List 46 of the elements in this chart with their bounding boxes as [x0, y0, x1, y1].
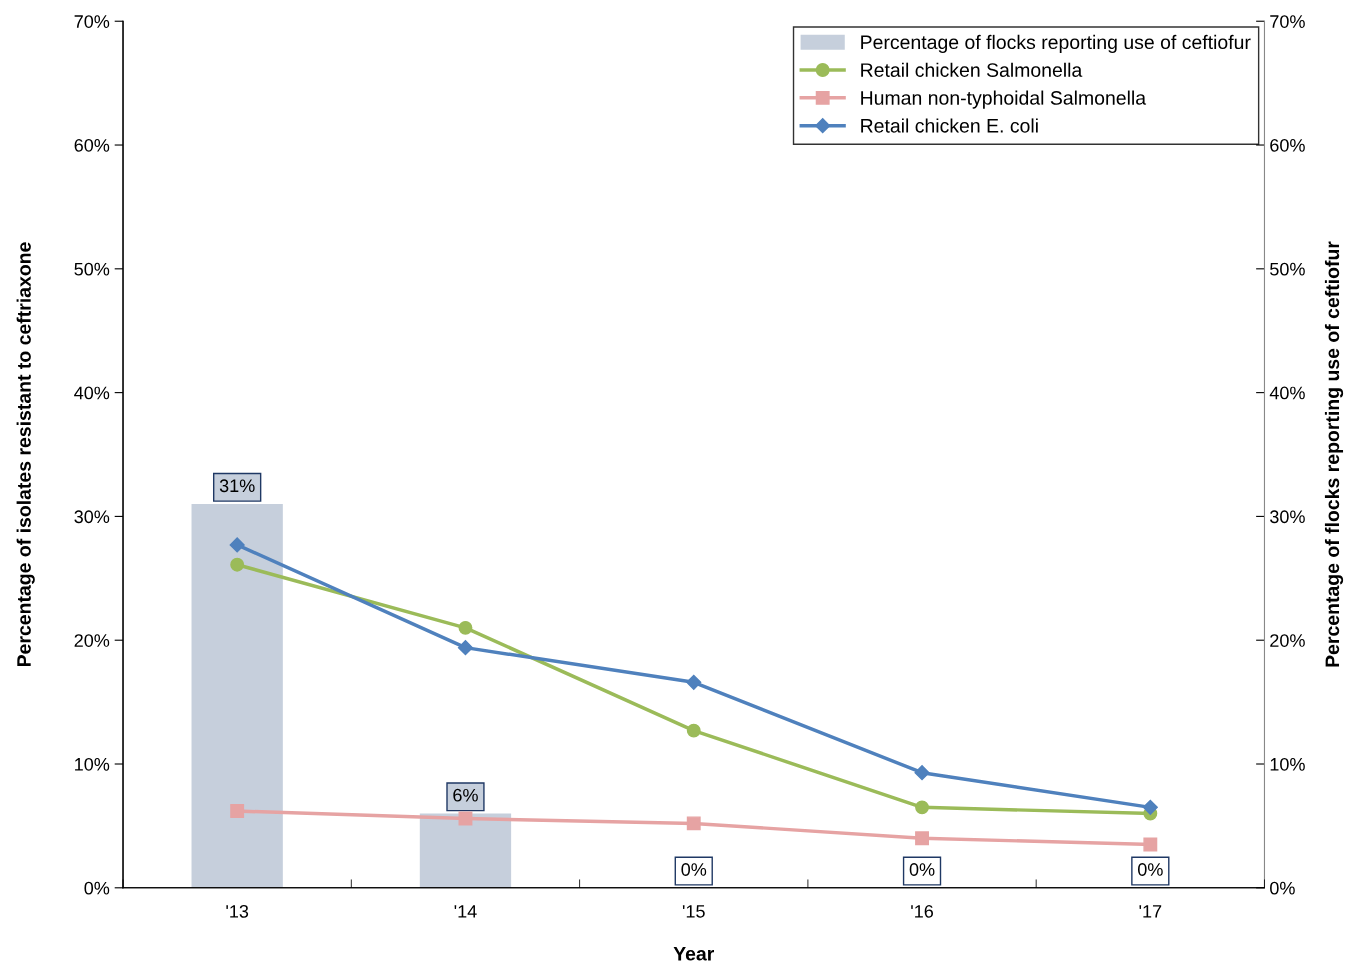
y-axis-title: Percentage of isolates resistant to ceftriaxone: [16, 242, 35, 667]
point: [458, 620, 473, 635]
point: [686, 723, 701, 738]
x-tick-label: '14: [454, 905, 477, 918]
point: [457, 640, 474, 656]
y-tick-label: 60%: [74, 138, 110, 152]
y-tick-label: 40%: [74, 386, 110, 400]
legend-label: Retail chicken E. coli: [861, 118, 1038, 133]
x-tick-label: '17: [1139, 905, 1162, 918]
point: [1142, 799, 1158, 815]
point: [914, 765, 930, 781]
y2-axis-title: Percentage of flocks reporting use of ceftiofur: [1324, 241, 1344, 667]
y2-tick-label: 10%: [1270, 757, 1305, 771]
point: [686, 816, 701, 831]
y-tick-label: 50%: [74, 262, 110, 276]
y2-tick-label: 30%: [1270, 510, 1305, 524]
legend-label: Percentage of flocks reporting use of ceftiofur: [861, 34, 1251, 53]
point: [230, 804, 245, 818]
point: [686, 674, 702, 690]
y2-tick-label: 40%: [1269, 386, 1305, 400]
y-tick-label: 20%: [74, 634, 110, 647]
point: [915, 831, 929, 846]
point: [1143, 837, 1158, 852]
y2-tick-label: 60%: [1270, 138, 1305, 152]
y-tick-label: 10%: [75, 757, 110, 771]
data-label: 0%: [1137, 863, 1163, 876]
legend-label: Human non-typhoidal Salmonella: [861, 90, 1147, 109]
point: [915, 800, 929, 815]
data-label: 6%: [453, 788, 478, 802]
y2-tick-label: 20%: [1270, 634, 1305, 647]
x-axis-title: Year: [673, 947, 715, 961]
x-tick-label: '13: [226, 904, 249, 918]
y2-tick-label: 70%: [1270, 15, 1305, 28]
data-label: 31%: [219, 479, 255, 493]
data-label: 0%: [681, 863, 707, 876]
y-tick-label: 30%: [74, 510, 110, 524]
x-tick-label: '16: [911, 904, 934, 918]
legend-label: Retail chicken Salmonella: [861, 62, 1083, 77]
y2-tick-label: 50%: [1270, 262, 1305, 276]
y-tick-label: 0%: [84, 881, 110, 895]
point: [230, 557, 245, 572]
y-tick-label: 70%: [74, 15, 110, 28]
x-tick-label: '15: [682, 905, 705, 918]
y2-tick-label: 0%: [1270, 881, 1295, 895]
point: [229, 537, 245, 553]
data-label: 0%: [909, 863, 935, 876]
